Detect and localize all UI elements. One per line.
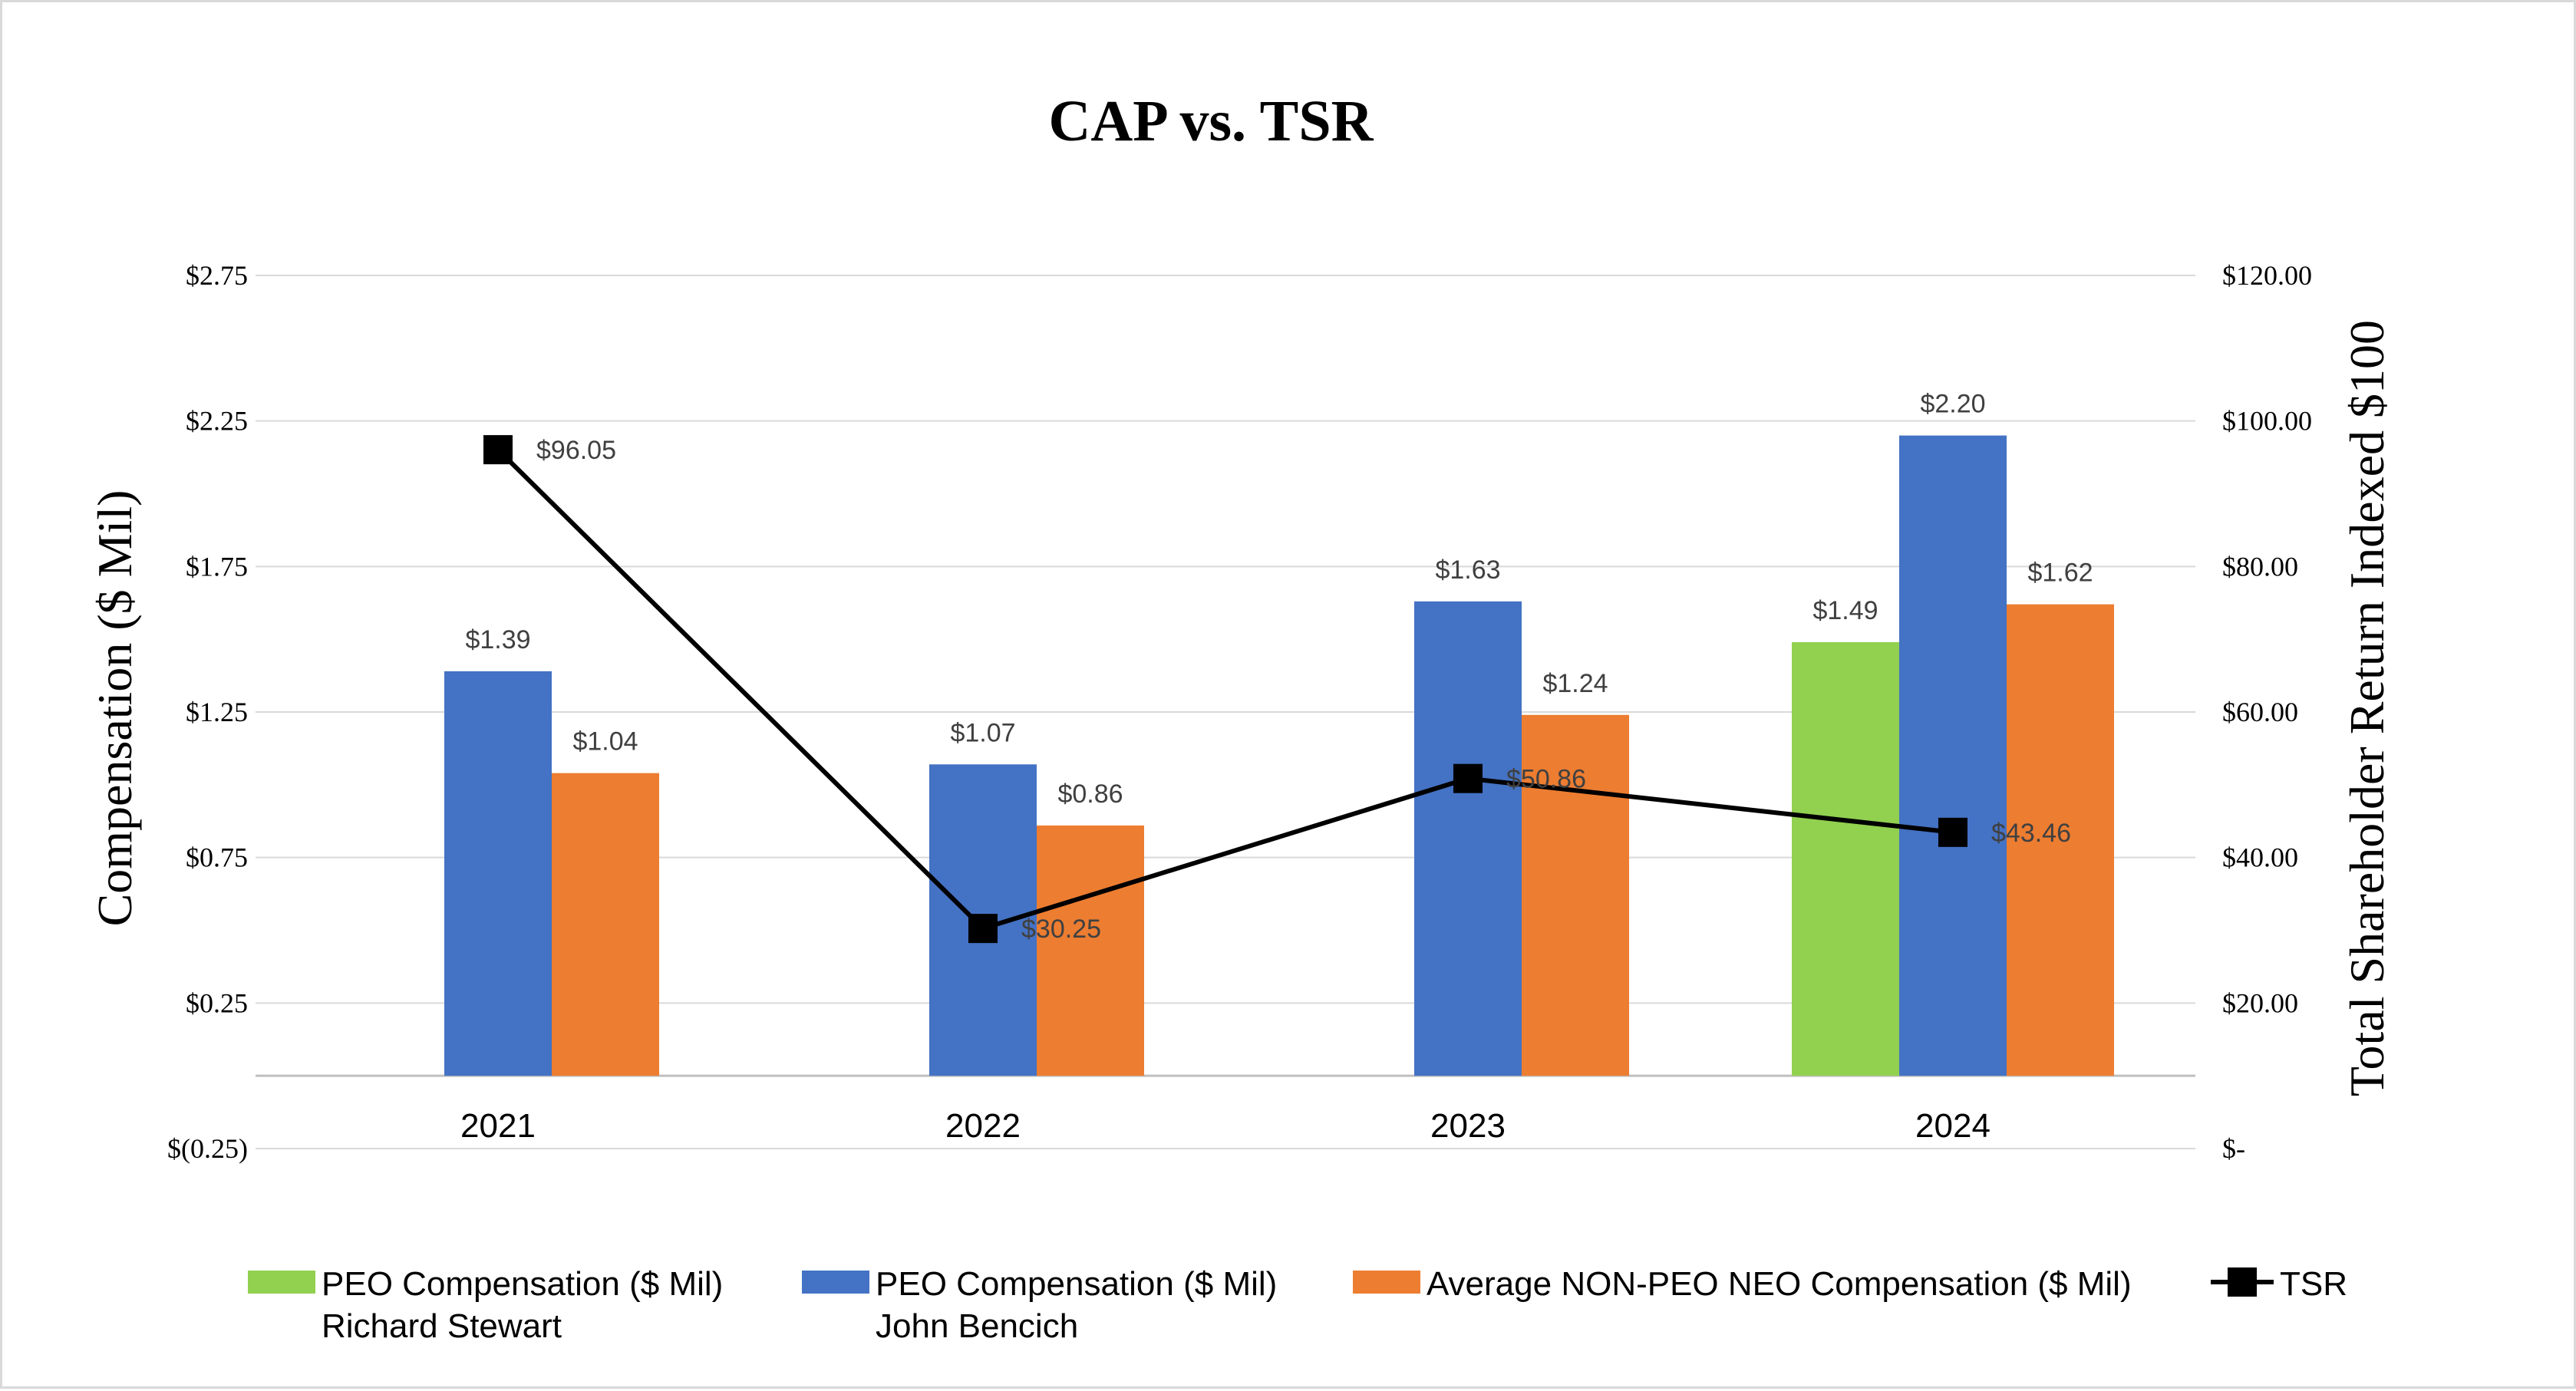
x-tick-label: 2022 bbox=[945, 1107, 1021, 1145]
bar-data-label: $1.04 bbox=[572, 727, 638, 756]
legend-swatch bbox=[1353, 1271, 1420, 1294]
y-axis-label: Compensation ($ Mil) bbox=[87, 490, 142, 927]
bars bbox=[444, 435, 2114, 1076]
legend-tsr-marker bbox=[2228, 1267, 2257, 1297]
legend-label-line2: John Bencich bbox=[876, 1307, 1078, 1345]
secondary-y-axis-label: Total Shareholder Return Indexed $100 bbox=[2340, 320, 2394, 1096]
legend-label: PEO Compensation ($ Mil) bbox=[876, 1265, 1277, 1303]
tsr-line bbox=[496, 447, 1954, 931]
legend-label: TSR bbox=[2280, 1265, 2347, 1303]
bar bbox=[1899, 435, 2007, 1076]
chart-title: CAP vs. TSR bbox=[1048, 89, 1374, 153]
y-tick-label: $0.25 bbox=[186, 987, 248, 1018]
legend-label-line2: Richard Stewart bbox=[322, 1307, 562, 1345]
legend-label: Average NON-PEO NEO Compensation ($ Mil) bbox=[1427, 1265, 2132, 1303]
y2-tick-label: $80.00 bbox=[2222, 551, 2298, 582]
tsr-data-label: $43.46 bbox=[1991, 819, 2071, 848]
bar-data-label: $1.39 bbox=[465, 625, 530, 654]
y-tick-label: $(0.25) bbox=[167, 1133, 248, 1164]
y2-tick-label: $100.00 bbox=[2222, 406, 2312, 437]
y-tick-label: $2.25 bbox=[186, 406, 248, 437]
legend-label: PEO Compensation ($ Mil) bbox=[322, 1265, 723, 1303]
tsr-marker bbox=[1938, 817, 1967, 847]
x-tick-label: 2023 bbox=[1430, 1107, 1506, 1145]
tsr-data-label: $30.25 bbox=[1021, 915, 1101, 944]
y2-tick-label: $60.00 bbox=[2222, 697, 2298, 727]
y2-tick-label: $- bbox=[2222, 1133, 2245, 1164]
y-tick-label: $1.75 bbox=[186, 551, 248, 582]
bar-data-label: $1.49 bbox=[1812, 596, 1878, 625]
bar-data-label: $0.86 bbox=[1057, 780, 1123, 809]
y-tick-label: $2.75 bbox=[186, 260, 248, 291]
data-labels: $1.39 $1.04 $1.07 $0.86 $1.63 $1.24 $1.49 $2.20… bbox=[465, 390, 2093, 944]
y-tick-label: $0.75 bbox=[186, 842, 248, 873]
bar-data-label: $1.63 bbox=[1435, 555, 1500, 585]
y-tick-label: $1.25 bbox=[186, 697, 248, 727]
tsr-marker bbox=[483, 435, 513, 465]
y2-tick-label: $40.00 bbox=[2222, 842, 2298, 873]
x-tick-label: 2021 bbox=[460, 1107, 536, 1145]
bar bbox=[1792, 641, 1899, 1076]
legend-swatch bbox=[802, 1271, 869, 1294]
y2-tick-label: $120.00 bbox=[2222, 260, 2312, 291]
bar bbox=[2007, 604, 2114, 1076]
tsr-line-series bbox=[483, 435, 1967, 944]
tsr-data-label: $50.86 bbox=[1506, 765, 1586, 794]
axis-ticks: $2.75 $2.25 $1.75 $1.25 $0.75 $0.25 $(0.25) $12… bbox=[167, 260, 2312, 1164]
tsr-marker bbox=[968, 914, 998, 944]
bar bbox=[1522, 714, 1629, 1076]
bar-data-label: $1.62 bbox=[2027, 559, 2093, 588]
bar bbox=[552, 773, 659, 1076]
bar-data-label: $1.07 bbox=[950, 718, 1015, 747]
legend: PEO Compensation ($ Mil) Richard Stewart P… bbox=[248, 1265, 2347, 1345]
bar-data-label: $2.20 bbox=[1920, 390, 1985, 419]
bar bbox=[444, 671, 552, 1076]
x-tick-label: 2024 bbox=[1915, 1107, 1991, 1145]
bar-data-label: $1.24 bbox=[1542, 669, 1608, 698]
tsr-marker bbox=[1453, 763, 1483, 793]
bar bbox=[1414, 601, 1522, 1076]
y2-tick-label: $20.00 bbox=[2222, 987, 2298, 1018]
tsr-data-label: $96.05 bbox=[536, 436, 616, 465]
legend-swatch bbox=[248, 1271, 315, 1294]
bar bbox=[1037, 825, 1144, 1076]
